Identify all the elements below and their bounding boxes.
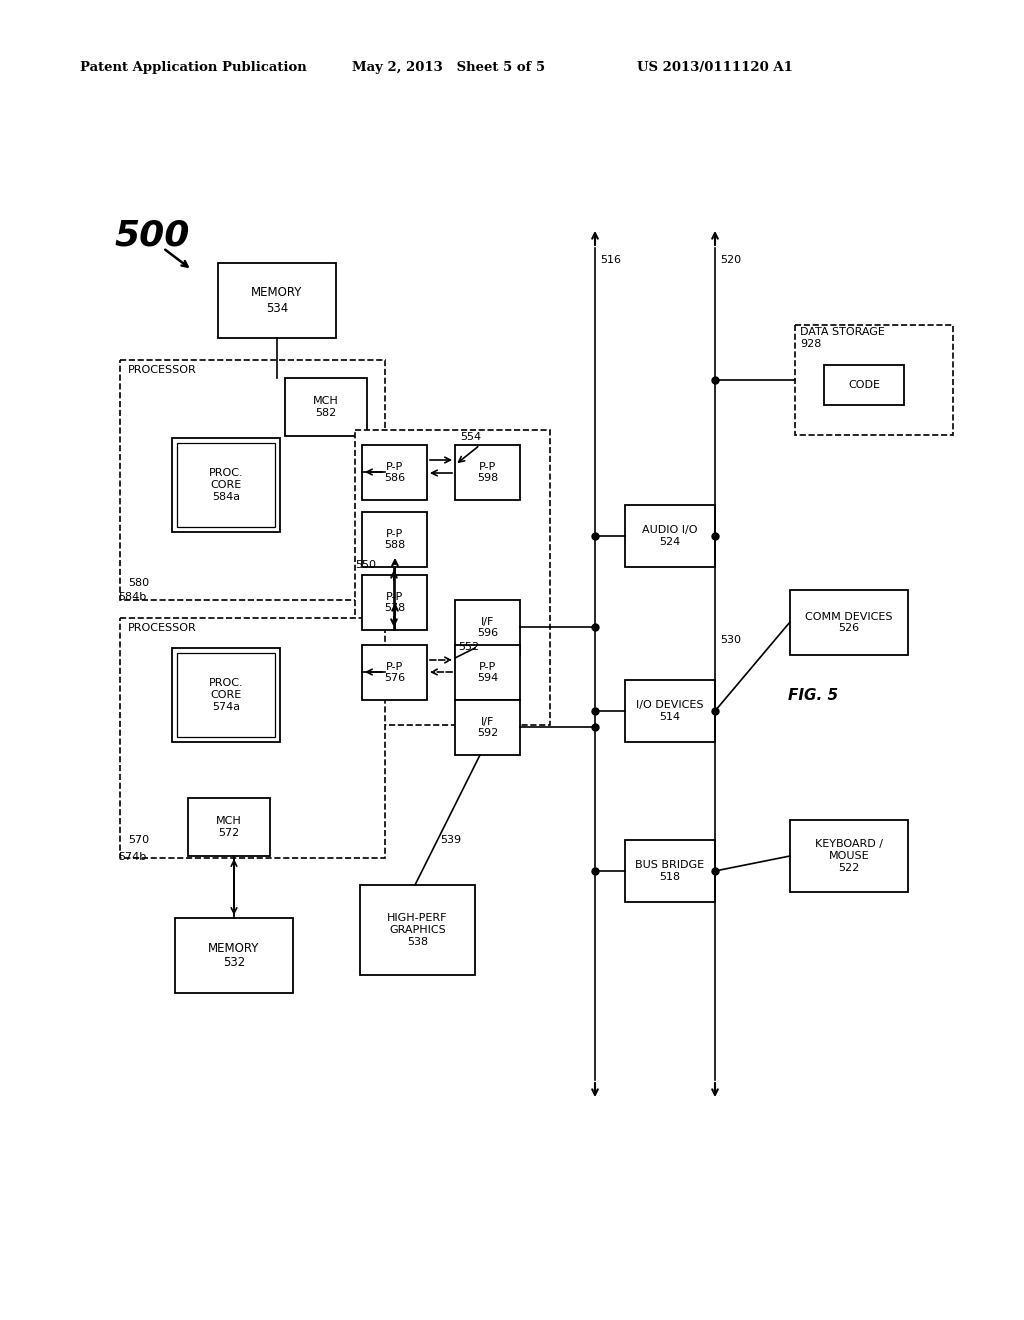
Bar [362, 445, 427, 500]
Text: BUS BRIDGE
518: BUS BRIDGE 518 [636, 861, 705, 882]
Bar [120, 618, 385, 858]
Bar [625, 506, 715, 568]
Bar [455, 445, 520, 500]
Text: DATA STORAGE
928: DATA STORAGE 928 [800, 327, 885, 348]
Text: HIGH-PERF
GRAPHICS
538: HIGH-PERF GRAPHICS 538 [387, 913, 447, 946]
Bar [625, 840, 715, 902]
Bar [362, 512, 427, 568]
Text: KEYBOARD /
MOUSE
522: KEYBOARD / MOUSE 522 [815, 840, 883, 873]
Bar [362, 576, 427, 630]
Bar [455, 601, 520, 655]
Text: MEMORY
532: MEMORY 532 [208, 941, 260, 969]
Text: Patent Application Publication: Patent Application Publication [80, 61, 307, 74]
Bar [790, 820, 908, 892]
Text: COMM DEVICES
526: COMM DEVICES 526 [805, 611, 893, 634]
Bar [360, 884, 475, 975]
Text: I/F
592: I/F 592 [477, 717, 498, 738]
Text: MEMORY
534: MEMORY 534 [251, 286, 303, 314]
Bar [218, 263, 336, 338]
Bar [455, 700, 520, 755]
Text: I/O DEVICES
514: I/O DEVICES 514 [636, 700, 703, 722]
Bar [177, 444, 275, 527]
Text: P-P
586: P-P 586 [384, 462, 406, 483]
Text: P-P
598: P-P 598 [477, 462, 498, 483]
Text: MCH
582: MCH 582 [313, 396, 339, 418]
Text: 584b: 584b [118, 591, 146, 602]
Text: PROCESSOR: PROCESSOR [128, 623, 197, 634]
Bar [285, 378, 367, 436]
Text: PROC.
CORE
574a: PROC. CORE 574a [209, 678, 244, 711]
Text: 520: 520 [720, 255, 741, 265]
Bar [455, 645, 520, 700]
Bar [172, 648, 280, 742]
Bar [795, 325, 953, 436]
Bar [625, 680, 715, 742]
Bar [175, 917, 293, 993]
Text: CHIPSET
590: CHIPSET 590 [360, 678, 407, 700]
Text: May 2, 2013   Sheet 5 of 5: May 2, 2013 Sheet 5 of 5 [352, 61, 545, 74]
Text: 530: 530 [720, 635, 741, 645]
Text: P-P
594: P-P 594 [477, 661, 498, 684]
Bar [824, 366, 904, 405]
Text: I/F
596: I/F 596 [477, 616, 498, 639]
Text: 550: 550 [355, 560, 376, 570]
Text: P-P
578: P-P 578 [384, 591, 406, 614]
Text: 500: 500 [115, 218, 190, 252]
Bar [355, 430, 550, 725]
Text: 516: 516 [600, 255, 621, 265]
Bar [362, 645, 427, 700]
Text: FIG. 5: FIG. 5 [788, 688, 838, 704]
Text: PROCESSOR: PROCESSOR [128, 366, 197, 375]
Text: US 2013/0111120 A1: US 2013/0111120 A1 [637, 61, 793, 74]
Text: AUDIO I/O
524: AUDIO I/O 524 [642, 525, 697, 546]
Bar [188, 799, 270, 855]
Bar [177, 653, 275, 737]
Text: CODE: CODE [848, 380, 880, 389]
Text: P-P
588: P-P 588 [384, 529, 406, 550]
Text: P-P
576: P-P 576 [384, 661, 406, 684]
Text: PROC.
CORE
584a: PROC. CORE 584a [209, 469, 244, 502]
Text: 539: 539 [440, 836, 461, 845]
Text: 580: 580 [128, 578, 150, 587]
Bar [120, 360, 385, 601]
Bar [790, 590, 908, 655]
Text: 574b: 574b [118, 851, 146, 862]
Text: 552: 552 [458, 642, 479, 652]
Text: MCH
572: MCH 572 [216, 816, 242, 838]
Bar [172, 438, 280, 532]
Text: 570: 570 [128, 836, 150, 845]
Text: 554: 554 [460, 432, 481, 442]
